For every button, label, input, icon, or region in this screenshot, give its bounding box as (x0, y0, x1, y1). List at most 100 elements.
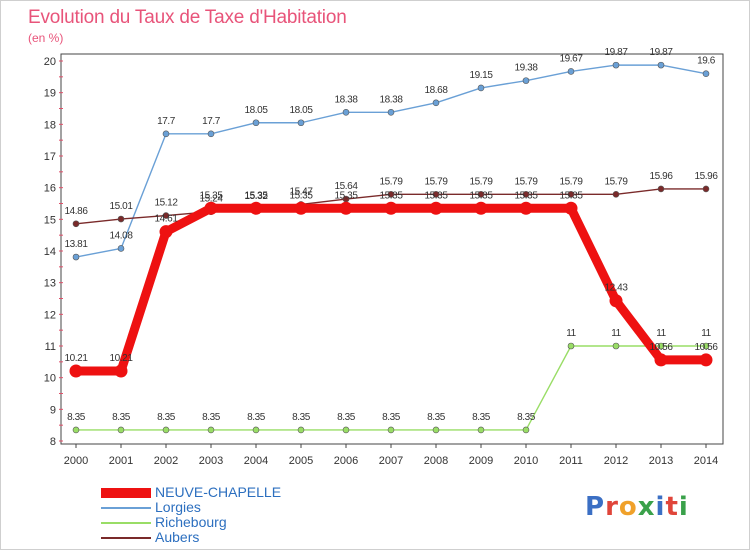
data-label-aubers: 15.79 (559, 176, 583, 187)
legend-swatch-aubers (101, 537, 151, 539)
y-tick-label: 13 (44, 278, 56, 290)
legend-item-neuve-chapelle: NEUVE-CHAPELLE (101, 485, 321, 500)
logo-letter: i (655, 492, 666, 522)
data-point-aubers (702, 185, 710, 193)
data-label-lorgies: 18.05 (244, 105, 268, 116)
data-label-neuve-chapelle: 15.35 (379, 190, 403, 201)
data-point-neuve-chapelle (339, 201, 353, 215)
data-point-richebourg (207, 426, 215, 434)
x-tick-label: 2008 (424, 455, 448, 467)
data-label-lorgies: 19.38 (514, 63, 538, 74)
y-tick-label: 20 (44, 56, 56, 68)
data-point-richebourg (72, 426, 80, 434)
data-label-neuve-chapelle: 10.56 (649, 342, 673, 353)
data-label-lorgies: 19.15 (469, 70, 493, 81)
data-point-neuve-chapelle (474, 201, 488, 215)
data-point-richebourg (117, 426, 125, 434)
data-label-richebourg: 8.35 (337, 412, 356, 423)
legend-swatch-lorgies (101, 507, 151, 509)
data-point-aubers (72, 220, 80, 228)
data-point-neuve-chapelle (249, 201, 263, 215)
data-point-richebourg (342, 426, 350, 434)
data-label-neuve-chapelle: 10.21 (109, 353, 133, 364)
data-label-lorgies: 19.87 (649, 47, 673, 58)
x-tick-label: 2004 (244, 455, 268, 467)
data-point-richebourg (522, 426, 530, 434)
data-point-neuve-chapelle (114, 364, 128, 378)
y-tick-label: 17 (44, 151, 56, 163)
legend-label-neuve-chapelle: NEUVE-CHAPELLE (155, 484, 282, 500)
y-tick-label: 14 (44, 246, 56, 258)
x-tick-label: 2000 (64, 455, 88, 467)
data-point-neuve-chapelle (519, 201, 533, 215)
data-label-aubers: 15.24 (199, 194, 223, 205)
proxiti-logo: Proxiti (585, 492, 689, 522)
data-point-richebourg (387, 426, 395, 434)
x-tick-label: 2009 (469, 455, 493, 467)
data-point-aubers (432, 191, 440, 198)
data-label-neuve-chapelle: 15.35 (424, 190, 448, 201)
data-label-richebourg: 8.35 (67, 412, 86, 423)
data-point-lorgies (387, 109, 395, 116)
data-point-aubers (387, 191, 395, 198)
data-label-neuve-chapelle: 10.21 (64, 353, 88, 364)
data-label-aubers: 15.79 (379, 176, 403, 187)
data-label-neuve-chapelle: 15.35 (289, 190, 313, 201)
data-point-aubers (162, 212, 170, 219)
data-point-lorgies (297, 119, 305, 127)
chart-title: Evolution du Taux de Taxe d'Habitation (28, 7, 347, 28)
data-label-aubers: 15.32 (244, 191, 268, 202)
legend-label-richebourg: Richebourg (155, 514, 227, 530)
y-tick-label: 18 (44, 119, 56, 131)
x-tick-label: 2010 (514, 455, 538, 467)
legend-item-aubers: Aubers (101, 530, 321, 545)
legend-item-lorgies: Lorgies (101, 500, 321, 515)
data-label-lorgies: 13.81 (64, 239, 88, 250)
data-point-lorgies (567, 68, 575, 75)
data-point-lorgies (72, 253, 80, 261)
data-point-lorgies (657, 61, 665, 69)
data-label-neuve-chapelle: 12.43 (604, 283, 628, 294)
data-label-richebourg: 11 (656, 328, 666, 339)
data-label-lorgies: 18.68 (424, 85, 448, 96)
data-label-aubers: 15.79 (424, 176, 448, 187)
data-label-richebourg: 8.35 (112, 412, 131, 423)
y-tick-label: 15 (44, 214, 56, 226)
data-label-aubers: 15.12 (154, 198, 178, 209)
data-point-neuve-chapelle (699, 353, 713, 367)
legend-label-lorgies: Lorgies (155, 499, 201, 515)
logo-letter: P (585, 492, 606, 522)
data-label-aubers: 15.79 (514, 176, 538, 187)
x-tick-label: 2013 (649, 455, 673, 467)
data-label-richebourg: 11 (611, 328, 621, 339)
data-label-lorgies: 17.7 (202, 116, 221, 127)
data-label-richebourg: 8.35 (427, 412, 446, 423)
legend-item-richebourg: Richebourg (101, 515, 321, 530)
data-point-aubers (657, 185, 665, 193)
data-label-neuve-chapelle: 10.56 (694, 342, 718, 353)
data-point-richebourg (612, 342, 620, 350)
data-label-aubers: 15.79 (604, 176, 628, 187)
data-label-richebourg: 8.35 (382, 412, 401, 423)
y-tick-label: 19 (44, 88, 56, 100)
data-point-richebourg (252, 426, 260, 434)
data-label-aubers: 15.64 (334, 181, 358, 192)
y-tick-label: 16 (44, 183, 56, 195)
data-label-lorgies: 19.67 (559, 53, 583, 64)
data-point-neuve-chapelle (609, 294, 623, 308)
legend-label-aubers: Aubers (155, 529, 200, 545)
data-point-richebourg (432, 426, 440, 434)
legend-swatch-neuve-chapelle (101, 488, 151, 498)
x-tick-label: 2001 (109, 455, 133, 467)
logo-letter: x (637, 492, 656, 522)
data-point-neuve-chapelle (429, 201, 443, 215)
data-label-lorgies: 14.08 (109, 230, 133, 241)
x-tick-label: 2011 (559, 455, 583, 467)
legend: NEUVE-CHAPELLE Lorgies Richebourg Aubers (101, 485, 321, 545)
data-point-lorgies (522, 77, 530, 84)
chart-subtitle: (en %) (28, 31, 64, 45)
data-point-neuve-chapelle (654, 353, 668, 367)
data-point-aubers (612, 191, 620, 198)
logo-letter: t (665, 492, 679, 522)
